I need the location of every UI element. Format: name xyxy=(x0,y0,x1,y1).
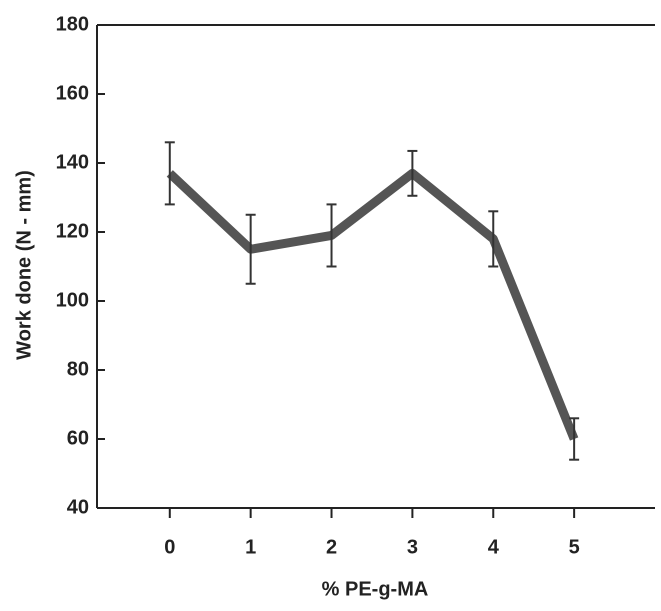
y-tick-label: 60 xyxy=(67,427,89,449)
error-bar xyxy=(569,417,580,461)
x-axis-label: % PE-g-MA xyxy=(322,578,429,600)
error-bar xyxy=(407,149,418,197)
x-tick-label: 3 xyxy=(407,536,418,558)
x-tick-label: 5 xyxy=(569,536,580,558)
x-tick-label: 0 xyxy=(164,536,175,558)
x-tick-label: 1 xyxy=(245,536,256,558)
y-tick-label: 100 xyxy=(56,289,89,311)
error-bar xyxy=(326,203,337,268)
y-tick-label: 40 xyxy=(67,496,89,518)
error-bar xyxy=(488,210,499,268)
x-tick-label: 2 xyxy=(326,536,337,558)
y-tick-label: 120 xyxy=(56,220,89,242)
y-tick-label: 140 xyxy=(56,151,89,173)
y-tick-label: 80 xyxy=(67,358,89,380)
y-axis-label: Work done (N - mm) xyxy=(13,170,35,360)
error-bar xyxy=(245,213,256,285)
y-tick-label: 160 xyxy=(56,82,89,104)
y-tick-label: 180 xyxy=(56,13,89,35)
x-tick-label: 4 xyxy=(488,536,500,558)
data-line xyxy=(166,168,579,441)
error-bar xyxy=(164,141,175,206)
